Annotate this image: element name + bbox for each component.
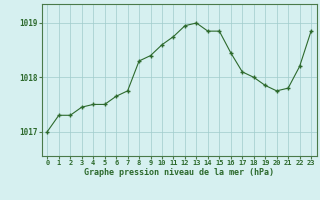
X-axis label: Graphe pression niveau de la mer (hPa): Graphe pression niveau de la mer (hPa)	[84, 168, 274, 177]
